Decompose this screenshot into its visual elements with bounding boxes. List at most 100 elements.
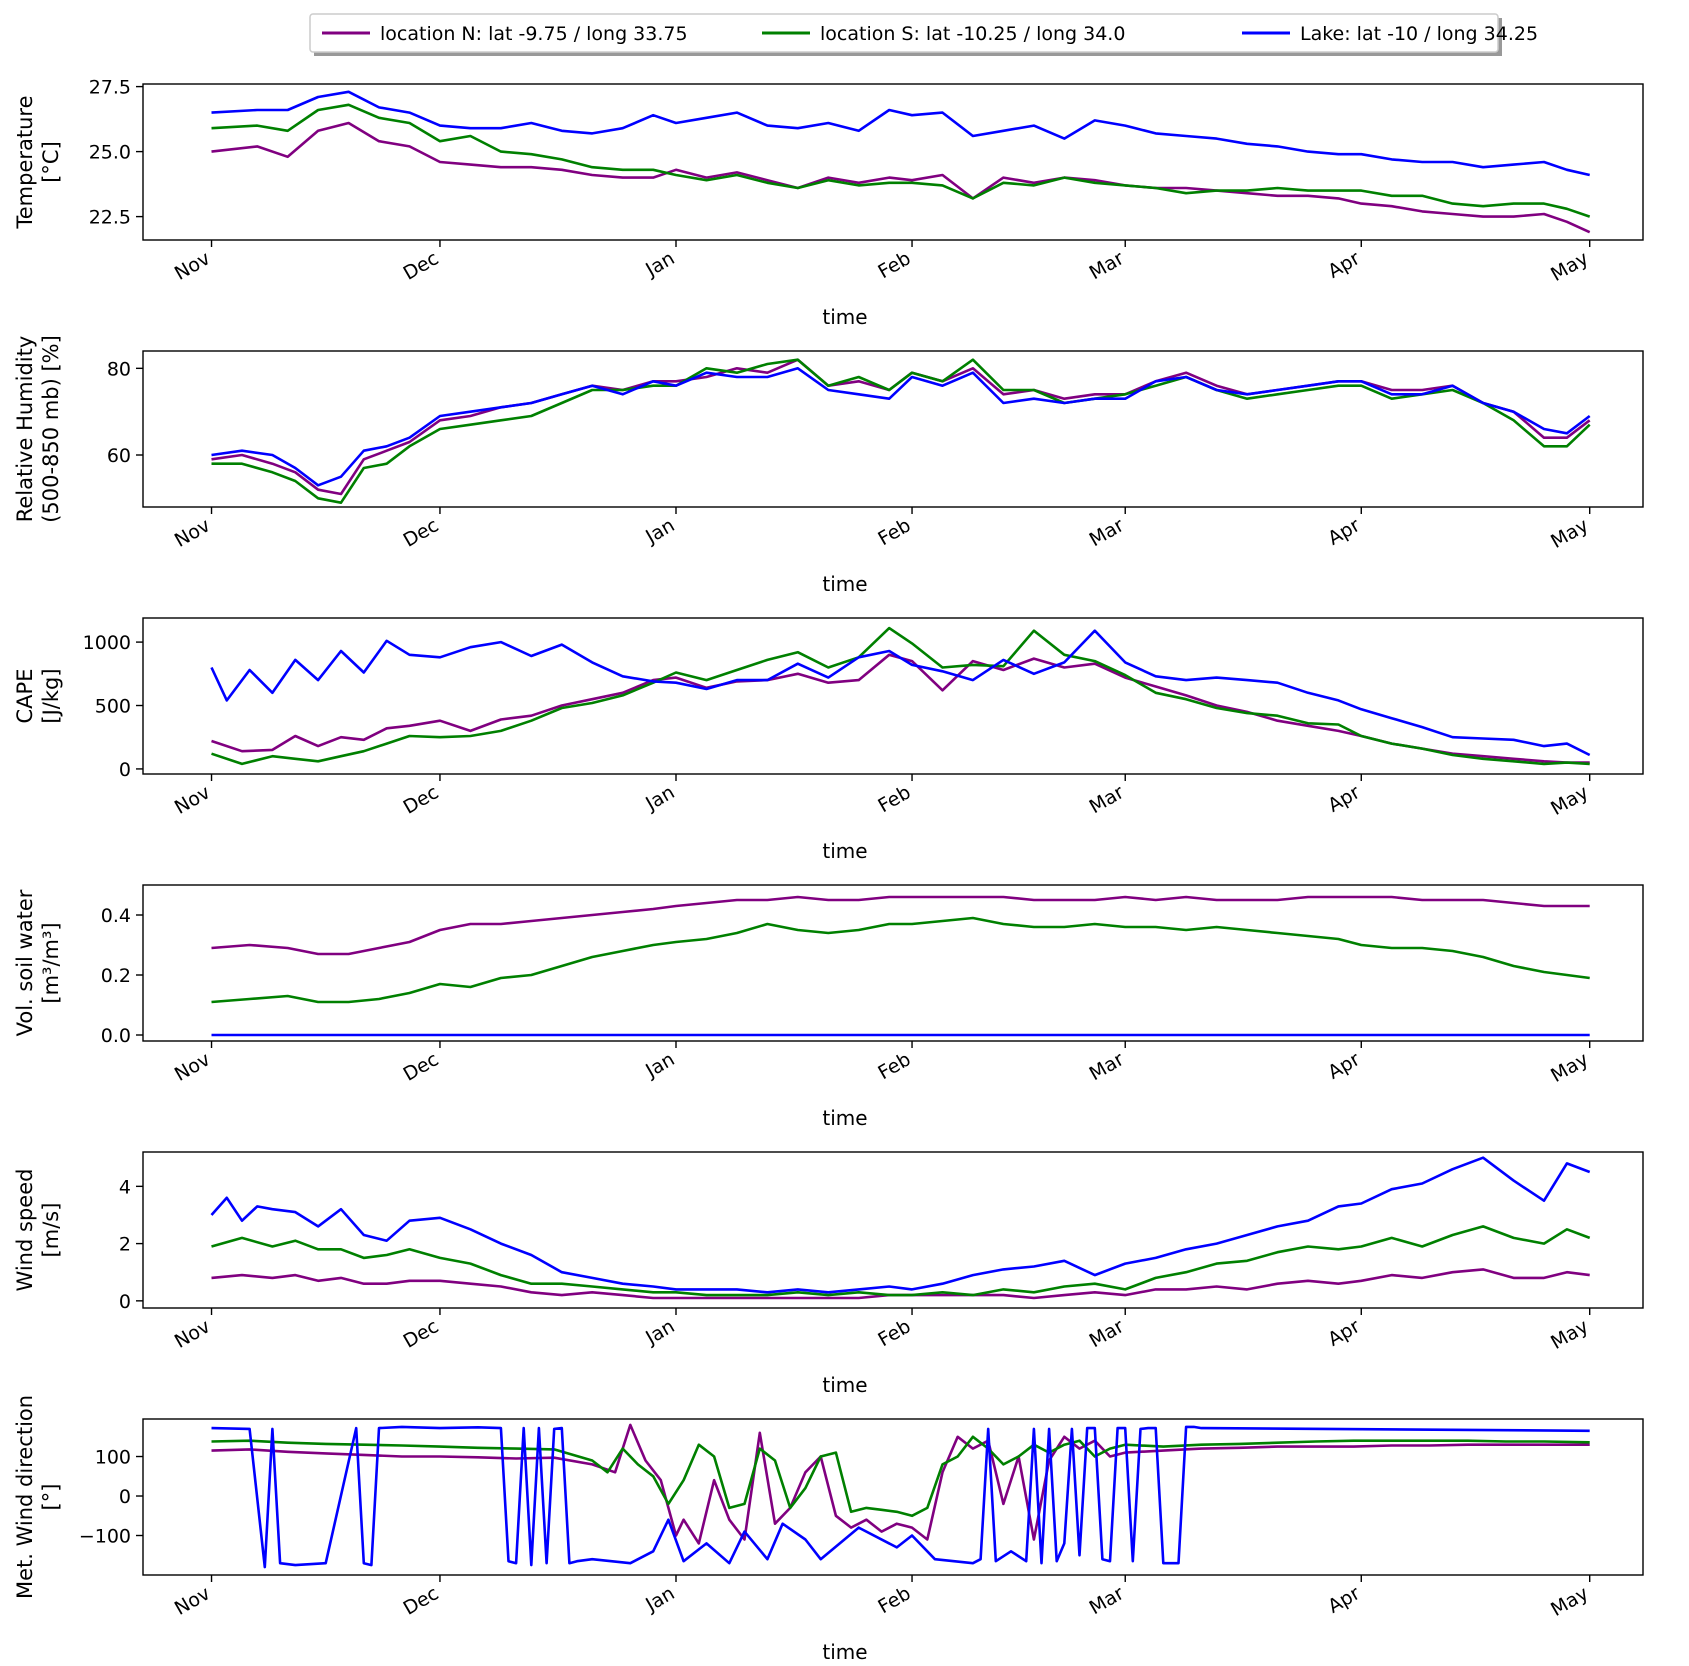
x-tick-label: Dec: [400, 247, 443, 284]
subplot-2: Nov Dec Jan Feb Mar Apr May 60 80 time Relative Hu…: [13, 335, 1644, 596]
x-tick-label: Feb: [874, 514, 914, 550]
y-tick-label: 100: [95, 1447, 131, 1469]
y-axis-label: Met. Wind direction: [13, 1395, 37, 1599]
series-line-2: [211, 916, 1590, 1004]
x-tick-label: Jan: [641, 247, 678, 281]
x-tick-label: Feb: [874, 1048, 914, 1084]
y-tick-label: 0: [119, 1291, 131, 1313]
y-tick-label: 0.0: [101, 1025, 131, 1047]
x-tick-label: Jan: [641, 1582, 678, 1616]
series-line-2: [211, 103, 1591, 218]
y-tick-label: 2: [119, 1234, 131, 1256]
series-line-1: [211, 895, 1590, 956]
x-tick-label: Mar: [1086, 1315, 1128, 1352]
y-axis-label: [°C]: [39, 141, 63, 183]
x-tick-label: Nov: [171, 1582, 214, 1620]
y-tick-label: 0.2: [101, 965, 131, 987]
series-line-3: [210, 629, 1591, 757]
y-tick-label: 25.0: [89, 142, 131, 164]
x-tick-label: Dec: [400, 1315, 443, 1352]
x-tick-label: Jan: [641, 1048, 678, 1082]
series-line-2: [211, 1225, 1591, 1297]
x-axis-label: time: [822, 305, 867, 329]
x-tick-label: Dec: [400, 1048, 443, 1085]
y-tick-label: 1000: [83, 632, 131, 654]
x-tick-label: Feb: [874, 1582, 914, 1618]
x-tick-label: May: [1547, 514, 1592, 553]
x-axis-label: time: [822, 1106, 867, 1130]
y-axis-label: Temperature: [13, 95, 37, 229]
x-tick-label: Apr: [1324, 514, 1364, 550]
series-line-1: [211, 121, 1591, 234]
x-tick-label: Mar: [1086, 247, 1128, 284]
plot-frame: [142, 884, 1644, 1042]
x-axis-label: time: [822, 572, 867, 596]
legend-label: location S: lat -10.25 / long 34.0: [820, 23, 1125, 45]
x-tick-label: Dec: [400, 1582, 443, 1619]
x-tick-label: Feb: [874, 1315, 914, 1351]
plot-frame: [142, 617, 1644, 775]
y-axis-label: CAPE: [13, 669, 37, 724]
series-line-1: [211, 1423, 1590, 1545]
plot-frame: [142, 350, 1644, 508]
x-tick-label: Feb: [874, 247, 914, 283]
x-tick-label: May: [1547, 1048, 1592, 1087]
y-axis-label: Wind speed: [13, 1169, 37, 1292]
subplot-3: Nov Dec Jan Feb Mar Apr May 0 500 1000 time CAPE [J/…: [13, 617, 1644, 863]
series-line-2: [211, 358, 1591, 505]
legend-frame: [309, 13, 1499, 53]
x-tick-label: Apr: [1324, 247, 1364, 283]
y-axis-label: [°]: [39, 1484, 63, 1511]
series-line-3: [211, 90, 1590, 177]
y-tick-label: 60: [107, 445, 131, 467]
y-tick-label: 80: [107, 358, 131, 380]
x-tick-label: Nov: [171, 1315, 214, 1353]
x-tick-label: May: [1547, 1582, 1592, 1621]
x-tick-label: Mar: [1086, 514, 1128, 551]
legend: location N: lat -9.75 / long 33.75 locati…: [309, 13, 1538, 56]
y-axis-label: Relative Humidity: [13, 336, 37, 523]
y-tick-label: 0: [119, 1486, 131, 1508]
x-tick-label: Apr: [1324, 1582, 1364, 1618]
x-tick-label: Apr: [1324, 781, 1364, 817]
y-axis-label: [J/kg]: [39, 668, 63, 723]
x-tick-label: Nov: [171, 514, 214, 552]
x-tick-label: Dec: [400, 514, 443, 551]
x-tick-label: Mar: [1086, 1582, 1128, 1619]
y-tick-label: 22.5: [89, 207, 131, 229]
x-tick-label: Dec: [400, 781, 443, 818]
x-tick-label: Nov: [171, 781, 214, 819]
plot-frame: [142, 1151, 1644, 1309]
x-tick-label: May: [1547, 1315, 1592, 1354]
legend-label: Lake: lat -10 / long 34.25: [1300, 23, 1538, 45]
subplot-4: Nov Dec Jan Feb Mar Apr May 0.0 0.2 0.4 time Vol. s…: [13, 884, 1644, 1130]
x-axis-label: time: [822, 1640, 867, 1664]
y-tick-label: 0.4: [101, 905, 131, 927]
y-axis-label: (500-850 mb) [%]: [39, 335, 63, 523]
x-tick-label: Jan: [641, 514, 678, 548]
subplot-5: Nov Dec Jan Feb Mar Apr May 0 2 4 time Wind speed [m…: [13, 1151, 1644, 1397]
y-tick-label: 500: [95, 696, 131, 718]
y-tick-label: −100: [79, 1526, 131, 1548]
y-tick-label: 27.5: [89, 77, 131, 99]
x-tick-label: Apr: [1324, 1315, 1364, 1351]
series-line-3: [210, 1156, 1591, 1294]
series-line-2: [211, 1435, 1590, 1518]
y-axis-label: [m/s]: [39, 1203, 63, 1258]
x-axis-label: time: [822, 1373, 867, 1397]
plot-frame: [142, 1418, 1644, 1576]
subplot-6: Nov Dec Jan Feb Mar Apr May −100 0 100 time Met. Wi…: [13, 1395, 1644, 1664]
series-line-2: [211, 626, 1590, 766]
legend-label: location N: lat -9.75 / long 33.75: [380, 23, 688, 45]
subplots: Nov Dec Jan Feb Mar Apr May 22.5 25.0 27.5 time Tem…: [13, 77, 1644, 1664]
x-tick-label: May: [1547, 781, 1592, 820]
y-tick-label: 4: [119, 1176, 131, 1198]
series-line-3: [211, 1425, 1590, 1569]
y-axis-label: Vol. soil water: [13, 889, 37, 1036]
x-axis-label: time: [822, 839, 867, 863]
x-tick-label: Apr: [1324, 1048, 1364, 1084]
x-tick-label: Jan: [641, 1315, 678, 1349]
series-line-3: [211, 366, 1591, 487]
x-tick-label: Jan: [641, 781, 678, 815]
